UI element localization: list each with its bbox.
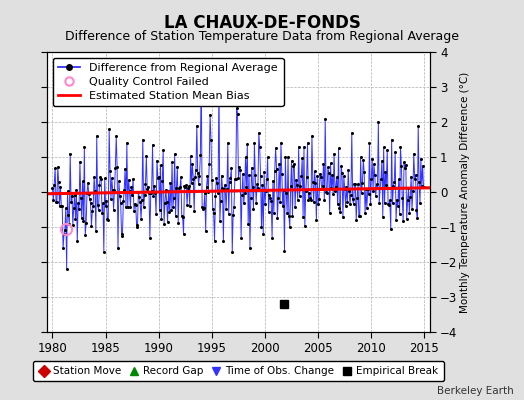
Y-axis label: Monthly Temperature Anomaly Difference (°C): Monthly Temperature Anomaly Difference (… — [460, 71, 470, 313]
Text: LA CHAUX-DE-FONDS: LA CHAUX-DE-FONDS — [163, 14, 361, 32]
Text: Berkeley Earth: Berkeley Earth — [437, 386, 514, 396]
Text: Difference of Station Temperature Data from Regional Average: Difference of Station Temperature Data f… — [65, 30, 459, 43]
Legend: Station Move, Record Gap, Time of Obs. Change, Empirical Break: Station Move, Record Gap, Time of Obs. C… — [33, 361, 444, 381]
